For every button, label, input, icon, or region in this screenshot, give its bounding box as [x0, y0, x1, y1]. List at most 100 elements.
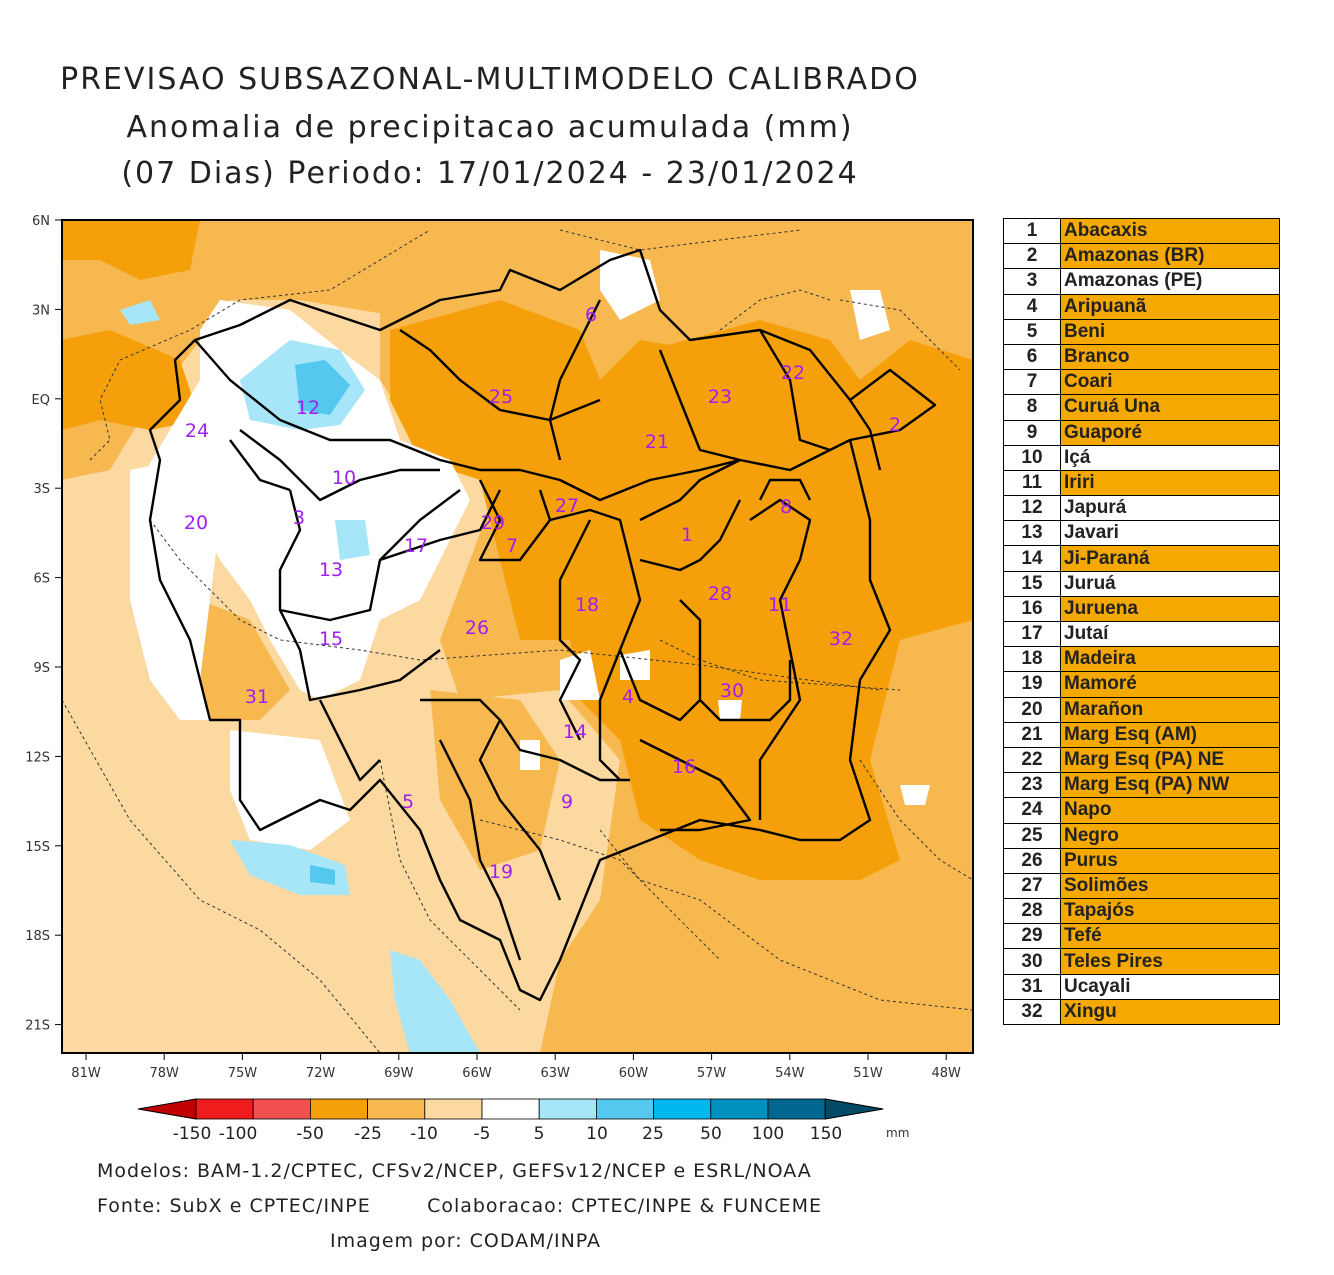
legend-basin-name: Aripuanã	[1060, 293, 1280, 320]
colorbar-segment	[309, 1098, 368, 1120]
colorbar-label: -25	[354, 1124, 382, 1144]
legend-basin-number: 28	[1003, 898, 1061, 925]
legend-basin-name: Teles Pires	[1060, 948, 1280, 975]
legend-basin-name: Napo	[1060, 797, 1280, 824]
colorbar-label: 100	[752, 1124, 784, 1144]
basin-label: 11	[768, 594, 792, 616]
colorbar-high-arrow	[824, 1098, 884, 1120]
colorbar-label: -100	[219, 1124, 258, 1144]
legend-row: 17 Jutaí	[1003, 620, 1280, 648]
lat-tick-label: 6N	[32, 214, 50, 229]
legend-row: 14 Ji-Paraná	[1003, 545, 1280, 572]
basin-label: 20	[184, 512, 208, 534]
colorbar-segment	[424, 1098, 483, 1120]
lon-tick-label: 78W	[149, 1066, 179, 1081]
legend-basin-name: Tapajós	[1060, 898, 1280, 925]
legend-row: 31 Ucayali	[1003, 973, 1280, 1000]
basin-label: 14	[563, 721, 587, 743]
lon-tick-label: 72W	[306, 1066, 336, 1081]
colorbar-segment	[767, 1098, 826, 1120]
legend-basin-name: Marg Esq (PA) NW	[1060, 772, 1280, 799]
lat-tick-label: 9S	[33, 661, 50, 676]
basin-label: 29	[481, 512, 505, 534]
legend-basin-name: Japurá	[1060, 495, 1280, 522]
legend-basin-number: 12	[1003, 495, 1061, 522]
legend-basin-number: 1	[1003, 217, 1061, 245]
map-title: PREVISAO SUBSAZONAL-MULTIMODELO CALIBRAD…	[60, 62, 920, 97]
lat-tick-label: 3N	[32, 303, 50, 318]
legend-row: 13 Javari	[1003, 520, 1280, 547]
colorbar-label: 25	[642, 1124, 664, 1144]
legend-row: 12 Japurá	[1003, 495, 1280, 522]
colorbar-label: 50	[700, 1124, 722, 1144]
legend-basin-name: Purus	[1060, 847, 1280, 874]
political-borders	[61, 229, 974, 1054]
legend-basin-number: 31	[1003, 973, 1061, 1000]
legend-basin-number: 15	[1003, 570, 1061, 597]
legend-row: 26 Purus	[1003, 847, 1280, 874]
legend-row: 20 Marañon	[1003, 696, 1280, 723]
legend-row: 19 Mamoré	[1003, 671, 1280, 698]
legend-basin-name: Abacaxis	[1060, 217, 1280, 245]
legend-basin-number: 22	[1003, 746, 1061, 774]
basin-label: 24	[185, 420, 209, 442]
colorbar-labels: -150 -100 -50 -25 -10 -5 5 10 25 50 100 150	[173, 1124, 843, 1144]
lon-tick-label: 48W	[931, 1066, 961, 1081]
anomaly-field	[62, 220, 973, 1053]
legend-basin-name: Curuá Una	[1060, 394, 1280, 421]
lat-tick-label: EQ	[32, 393, 50, 408]
legend-row: 7 Coari	[1003, 369, 1280, 396]
legend-basin-name: Xingu	[1060, 998, 1280, 1026]
legend-row: 10 Içá	[1003, 444, 1280, 471]
legend-basin-name: Marg Esq (AM)	[1060, 721, 1280, 748]
basin-label: 13	[319, 559, 343, 581]
legend-basin-number: 21	[1003, 721, 1061, 748]
lat-tick-label: 6S	[33, 572, 50, 587]
basin-label: 16	[672, 756, 696, 778]
lon-tick-label: 66W	[462, 1066, 492, 1081]
legend-basin-name: Marg Esq (PA) NE	[1060, 746, 1280, 774]
legend-basin-number: 24	[1003, 797, 1061, 824]
legend-row: 8 Curuá Una	[1003, 394, 1280, 421]
legend-row: 3 Amazonas (PE)	[1003, 268, 1280, 295]
legend-basin-number: 32	[1003, 998, 1061, 1026]
legend-basin-number: 9	[1003, 419, 1061, 446]
legend-basin-name: Mamoré	[1060, 671, 1280, 698]
legend-row: 21 Marg Esq (AM)	[1003, 721, 1280, 748]
colorbar-label: -10	[410, 1124, 438, 1144]
legend-row: 16 Juruena	[1003, 595, 1280, 623]
legend-basin-name: Tefé	[1060, 923, 1280, 950]
lon-tick-label: 51W	[853, 1066, 883, 1081]
legend-basin-name: Branco	[1060, 343, 1280, 371]
map-subtitle: Anomalia de precipitacao acumulada (mm)	[126, 110, 854, 145]
legend-row: 18 Madeira	[1003, 646, 1280, 673]
legend-basin-number: 3	[1003, 268, 1061, 295]
colorbar-segment	[481, 1098, 540, 1120]
legend-basin-number: 17	[1003, 620, 1061, 648]
lon-tick-label: 63W	[540, 1066, 570, 1081]
lat-tick-label: 18S	[25, 929, 50, 944]
colorbar-segment	[195, 1098, 254, 1120]
colorbar	[137, 1098, 884, 1120]
lat-tick-label: 3S	[33, 482, 50, 497]
basin-label: 5	[402, 791, 414, 813]
basin-boundaries	[148, 248, 937, 1002]
basin-number-labels: 1234567891011121314151617181920212223242…	[184, 304, 901, 883]
legend-basin-name: Coari	[1060, 369, 1280, 396]
footer-collaboration: Colaboracao: CPTEC/INPE & FUNCEME	[427, 1195, 823, 1217]
lon-tick-label: 81W	[71, 1066, 101, 1081]
legend-row: 15 Juruá	[1003, 570, 1280, 597]
legend-basin-number: 5	[1003, 318, 1061, 345]
legend-basin-number: 25	[1003, 822, 1061, 849]
basin-label: 28	[708, 583, 732, 605]
legend-basin-number: 19	[1003, 671, 1061, 698]
legend-basin-number: 8	[1003, 394, 1061, 421]
map-period: (07 Dias) Periodo: 17/01/2024 - 23/01/20…	[121, 156, 859, 191]
legend-row: 28 Tapajós	[1003, 898, 1280, 925]
legend-row: 24 Napo	[1003, 797, 1280, 824]
basin-label: 7	[506, 535, 518, 557]
legend-basin-number: 16	[1003, 595, 1061, 623]
colorbar-label: -50	[296, 1124, 324, 1144]
basin-label: 8	[780, 496, 792, 518]
lat-tick-label: 21S	[25, 1019, 50, 1034]
